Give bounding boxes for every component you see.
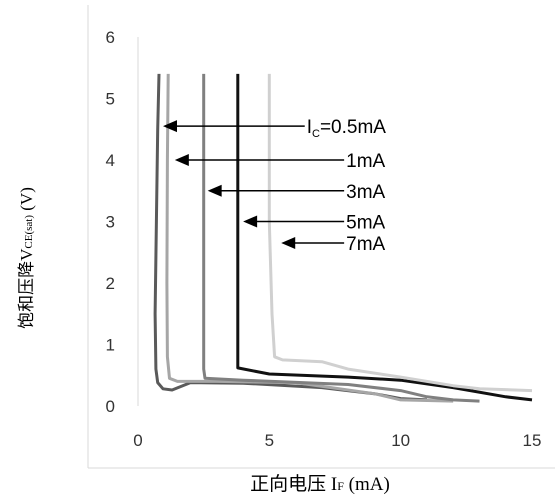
- series-line-1: [165, 73, 454, 403]
- x-tick-labels: 0 5 10 15: [133, 431, 541, 450]
- series-line-3: [236, 73, 533, 402]
- x-axis-label: 正向电压 IF (mA): [250, 473, 390, 495]
- annotation-arrowhead-2: [207, 184, 222, 197]
- y-tick-label-5: 5: [106, 90, 115, 109]
- annotation-arrowhead-1: [174, 154, 189, 166]
- y-tick-label-3: 3: [106, 213, 115, 232]
- annotation-label-1: 1mA: [346, 151, 385, 172]
- x-tick-label-2: 10: [391, 431, 410, 450]
- annotation-arrowhead-4: [281, 237, 296, 250]
- annotation-label-3: 5mA: [346, 213, 385, 234]
- y-tick-label-0: 0: [106, 397, 115, 416]
- plot-frame: [87, 5, 555, 469]
- series-lines: [153, 73, 533, 403]
- annotation-label-2: 3mA: [346, 182, 385, 203]
- x-tick-label-1: 5: [265, 431, 274, 450]
- x-tick-label-3: 15: [523, 431, 542, 450]
- series-line-0: [153, 73, 427, 402]
- x-tick-label-0: 0: [133, 431, 142, 450]
- y-axis-label: 饱和压降VCE(sat) (V): [17, 187, 36, 329]
- y-tick-label-1: 1: [106, 336, 115, 355]
- annotation-arrowhead-0: [163, 120, 178, 133]
- annotation-label-0: IC=0.5mA: [307, 117, 387, 140]
- series-line-4: [267, 73, 533, 393]
- y-tick-labels: 0 1 2 3 4 5 6: [106, 28, 115, 416]
- annotation-arrowhead-3: [243, 215, 258, 228]
- series-line-2: [202, 73, 480, 403]
- y-tick-label-6: 6: [106, 28, 115, 47]
- annotation-label-4: 7mA: [346, 234, 385, 255]
- y-tick-label-4: 4: [106, 151, 115, 170]
- y-tick-label-2: 2: [106, 274, 115, 293]
